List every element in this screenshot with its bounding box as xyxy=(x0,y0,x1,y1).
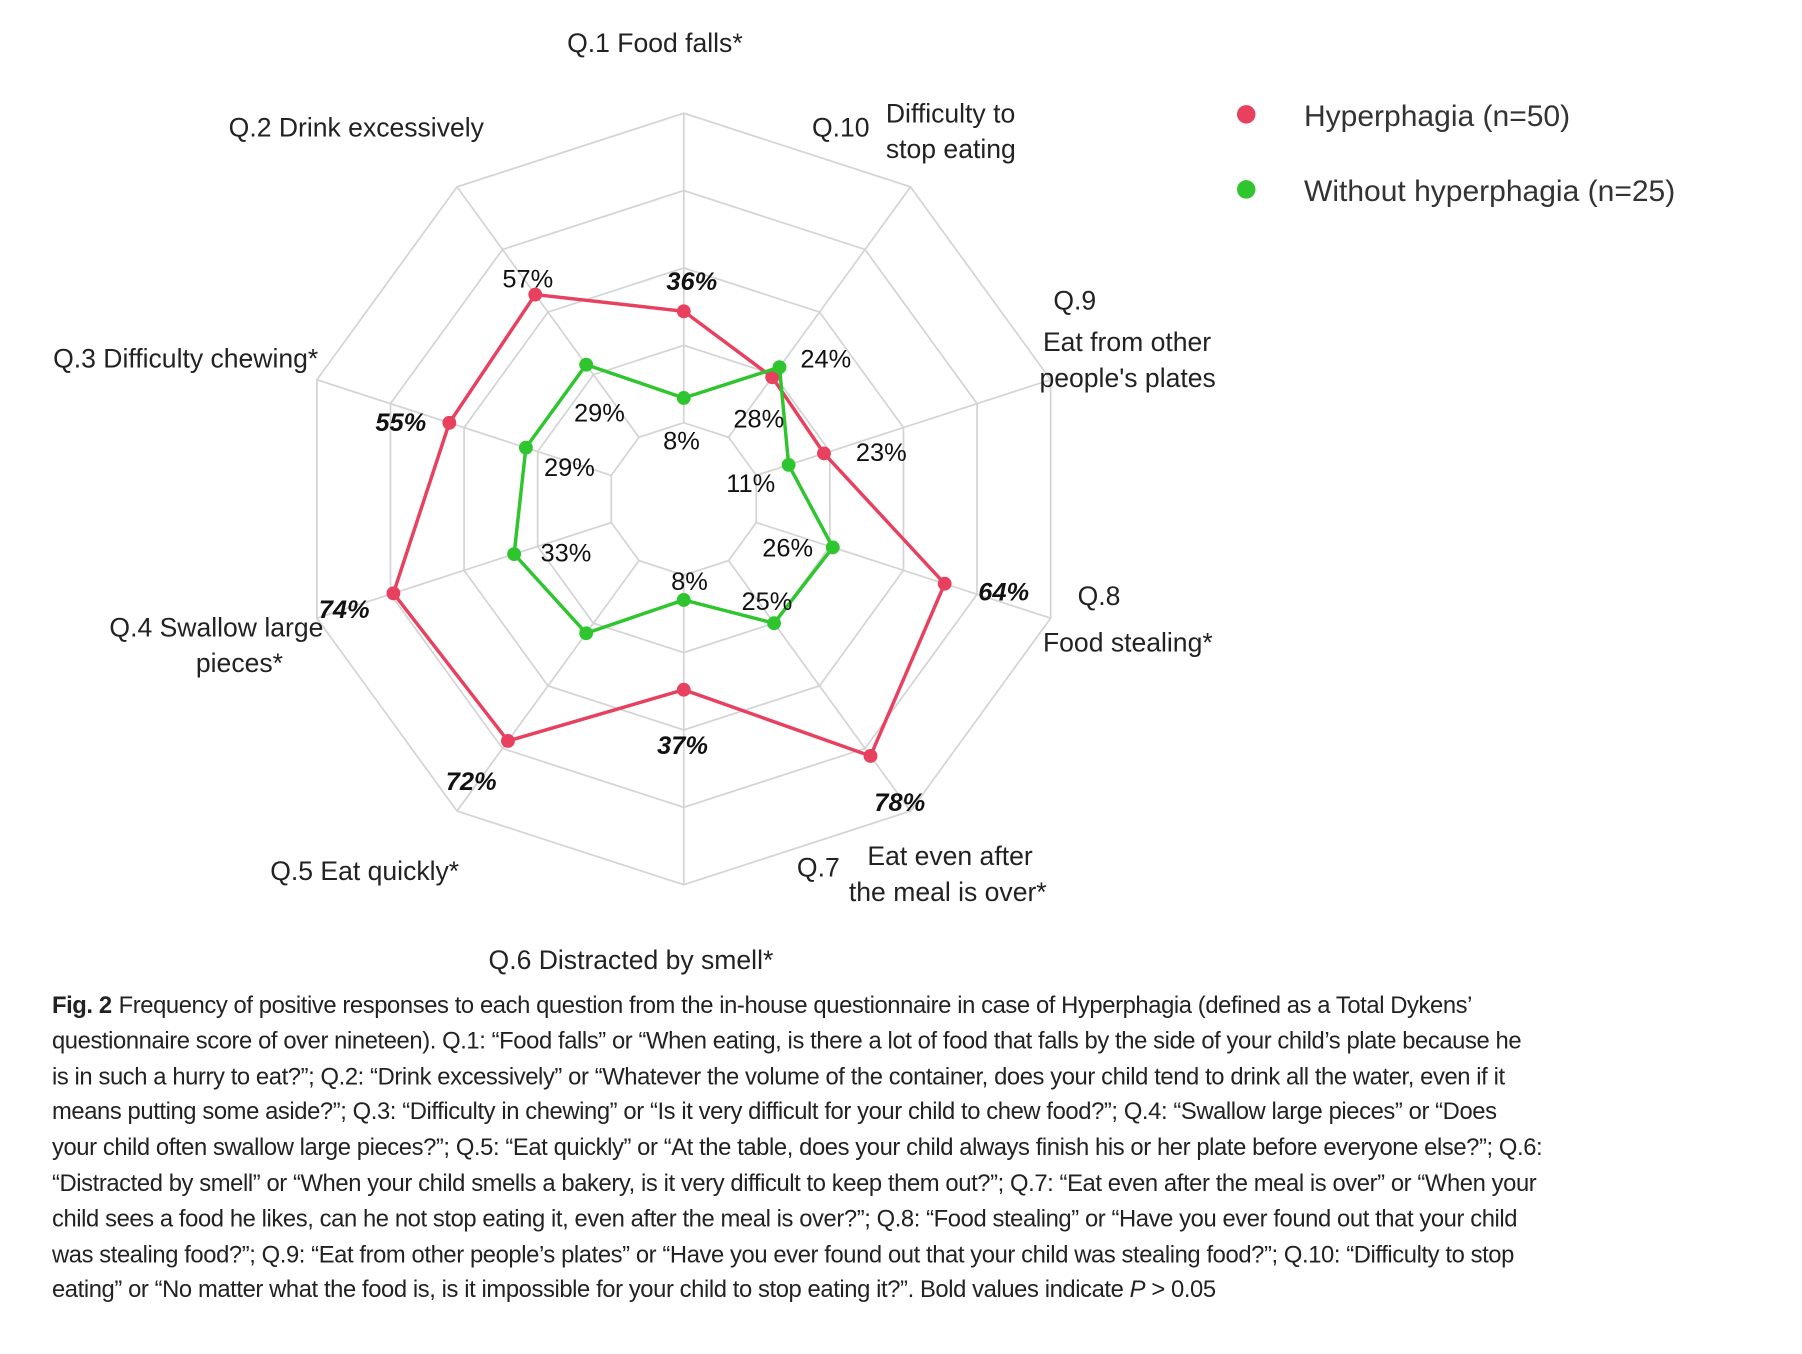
axis-label: Q.10 xyxy=(812,112,870,142)
axis-label: Q.1 Food falls* xyxy=(567,28,743,58)
radar-chart: 36% 57% 55% 74% 72% 37% 78% 64% 23% 24% 8% 29% 29% 33… xyxy=(53,28,1675,975)
axis-label: Q.2 Drink excessively xyxy=(229,112,485,142)
caption-line: is in such a hurry to eat?”; Q.2: “Drink… xyxy=(51,1063,1505,1090)
data-point xyxy=(676,682,691,697)
caption-italic: P xyxy=(1129,1276,1146,1304)
grid-spoke xyxy=(755,378,1051,477)
data-point xyxy=(676,391,691,405)
grid-spoke xyxy=(456,560,640,812)
axis-label: Q.6 Distracted by smell* xyxy=(489,945,774,975)
caption-line: means putting some aside?”; Q.3: “Diffic… xyxy=(51,1098,1497,1126)
axis-label: stop eating xyxy=(886,134,1016,164)
axis-label: Eat even after xyxy=(867,841,1032,871)
legend-marker xyxy=(1237,105,1256,124)
data-point xyxy=(676,593,691,607)
grid-spoke xyxy=(316,378,612,477)
data-point xyxy=(937,576,952,591)
figure-label: Fig. 2 xyxy=(51,992,112,1019)
data-label: 25% xyxy=(741,588,792,616)
data-label: 57% xyxy=(502,266,553,294)
axis-label: people's plates xyxy=(1040,363,1216,393)
data-label: 29% xyxy=(574,400,625,428)
data-point xyxy=(386,586,401,601)
legend-marker xyxy=(1237,180,1256,199)
data-label: 23% xyxy=(856,439,907,467)
data-label: 36% xyxy=(666,268,717,296)
data-point xyxy=(825,540,840,555)
grid-spoke xyxy=(316,521,612,619)
data-point xyxy=(863,749,878,763)
axis-label: pieces* xyxy=(196,648,283,678)
caption-line: was stealing food?”; Q.9: “Eat from othe… xyxy=(51,1241,1514,1268)
caption-text: Frequency of positive responses to each … xyxy=(118,992,1473,1019)
data-point xyxy=(528,287,543,302)
data-point xyxy=(501,734,515,748)
data-point xyxy=(507,547,522,562)
data-point xyxy=(772,360,787,375)
data-label: 8% xyxy=(663,427,700,455)
data-label: 55% xyxy=(375,409,426,437)
data-point xyxy=(442,415,457,430)
caption-line: child sees a food he likes, can he not s… xyxy=(51,1205,1518,1233)
caption-line: your child often swallow large pieces?”;… xyxy=(51,1134,1543,1161)
caption-text: > 0.05 xyxy=(1145,1276,1216,1304)
axis-label: Q.8 xyxy=(1078,581,1121,611)
axis-label: Q.3 Difficulty chewing* xyxy=(53,343,318,373)
caption-line: eating” or “No matter what the food is, … xyxy=(52,1273,1542,1309)
data-point xyxy=(781,457,796,472)
figure-caption: Fig. 2 Frequency of positive responses to… xyxy=(51,989,1543,1309)
data-point xyxy=(579,357,594,372)
data-label: 29% xyxy=(544,454,595,482)
data-point xyxy=(817,446,831,461)
axis-label: Eat from other xyxy=(1043,327,1211,357)
axis-label: Q.4 Swallow large xyxy=(109,612,323,642)
data-label: 78% xyxy=(874,789,925,817)
data-point xyxy=(767,616,781,631)
data-label: 33% xyxy=(541,539,592,567)
data-label: 11% xyxy=(726,470,775,498)
caption-line: questionnaire score of over nineteen). Q… xyxy=(51,1027,1522,1055)
data-label: 74% xyxy=(319,596,370,624)
axis-label: Q.5 Eat quickly* xyxy=(270,856,459,886)
data-label: 64% xyxy=(978,579,1029,607)
data-label: 28% xyxy=(733,405,784,433)
axis-label: Q.9 xyxy=(1053,286,1096,316)
legend-label: Without hyperphagia (n=25) xyxy=(1304,175,1675,208)
caption-line: Fig. 2 Frequency of positive responses to… xyxy=(52,989,1542,1025)
grid-spoke xyxy=(727,186,912,438)
axis-label: Difficulty to xyxy=(886,98,1015,128)
grid-spoke xyxy=(755,521,1051,619)
legend-label: Hyperphagia (n=50) xyxy=(1304,100,1570,133)
grid-spoke xyxy=(456,186,640,438)
data-point xyxy=(518,440,533,455)
data-point xyxy=(676,304,691,319)
grid-spoke xyxy=(727,560,912,812)
data-label: 37% xyxy=(657,732,708,760)
caption-text: eating” or “No matter what the food is, … xyxy=(51,1276,1130,1304)
caption-line: “Distracted by smell” or “When your chil… xyxy=(51,1169,1537,1197)
data-point xyxy=(765,370,780,385)
data-label: 72% xyxy=(446,768,497,796)
data-point xyxy=(579,626,594,641)
data-label: 26% xyxy=(762,535,813,563)
axis-label: the meal is over* xyxy=(849,877,1047,907)
data-label: 24% xyxy=(800,345,851,373)
data-label: 8% xyxy=(671,568,708,596)
axis-label: Food stealing* xyxy=(1043,627,1213,657)
series-line xyxy=(391,292,947,759)
axis-label: Q.7 xyxy=(797,853,840,883)
